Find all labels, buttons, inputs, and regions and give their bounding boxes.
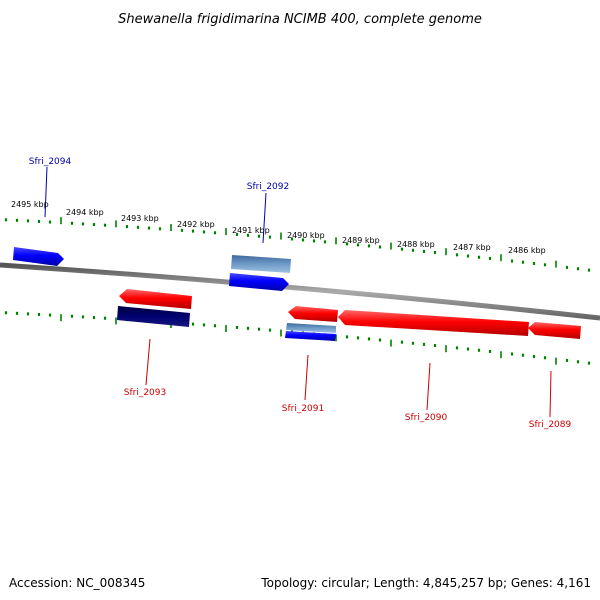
gene-arrow-sfri-2092[interactable] bbox=[229, 273, 289, 291]
upper-tick-row bbox=[4, 217, 591, 272]
gene-label-sfri-2091[interactable]: Sfri_2091 bbox=[282, 404, 325, 414]
tick-label-2494: 2494 kbp bbox=[66, 208, 104, 217]
gene-arrow-sfri-2090[interactable] bbox=[338, 310, 529, 336]
leader-line-sfri-2093 bbox=[145, 338, 151, 386]
tick-label-2487: 2487 kbp bbox=[453, 243, 491, 252]
topology-text: Topology: circular; Length: 4,845,257 bp… bbox=[261, 576, 591, 590]
leader-line-sfri-2091 bbox=[304, 354, 309, 401]
leader-line-sfri-2090 bbox=[426, 362, 431, 411]
gene-label-sfri-2090[interactable]: Sfri_2090 bbox=[405, 413, 448, 423]
tick-labels: 2495 kbp 2494 kbp 2493 kbp 2492 kbp 2491… bbox=[11, 200, 546, 255]
gene-label-sfri-2092[interactable]: Sfri_2092 bbox=[247, 182, 290, 192]
gene-arrow-sfri-2091[interactable] bbox=[288, 306, 338, 322]
feature-box-sfri-2092-light[interactable] bbox=[231, 255, 291, 273]
tick-label-2493: 2493 kbp bbox=[121, 214, 159, 223]
tick-label-2491: 2491 kbp bbox=[232, 226, 270, 235]
gene-arrow-sfri-2089[interactable] bbox=[528, 322, 581, 339]
feature-box-sfri-2091-blue[interactable] bbox=[285, 331, 336, 341]
gene-label-sfri-2093[interactable]: Sfri_2093 bbox=[124, 388, 167, 398]
page-title: Shewanella frigidimarina NCIMB 400, comp… bbox=[118, 12, 482, 27]
accession-text: Accession: NC_008345 bbox=[9, 576, 146, 590]
leader-line-sfri-2094 bbox=[44, 166, 48, 218]
tick-label-2490: 2490 kbp bbox=[287, 231, 325, 240]
genome-backbone bbox=[0, 262, 600, 321]
tick-label-2495: 2495 kbp bbox=[11, 200, 49, 209]
leader-line-sfri-2092 bbox=[262, 192, 267, 244]
tick-label-2486: 2486 kbp bbox=[508, 246, 546, 255]
gene-arrow-sfri-2094[interactable] bbox=[13, 247, 64, 266]
tick-label-2492: 2492 kbp bbox=[177, 220, 215, 229]
tick-label-2488: 2488 kbp bbox=[397, 240, 435, 249]
feature-box-sfri-2093-dark[interactable] bbox=[117, 306, 190, 327]
feature-box-sfri-2091-light[interactable] bbox=[286, 323, 336, 333]
leader-line-sfri-2089 bbox=[549, 370, 552, 418]
gene-arrow-sfri-2093[interactable] bbox=[119, 289, 192, 309]
gene-label-sfri-2089[interactable]: Sfri_2089 bbox=[529, 420, 572, 430]
tick-label-2489: 2489 kbp bbox=[342, 236, 380, 245]
gene-label-sfri-2094[interactable]: Sfri_2094 bbox=[29, 157, 72, 167]
